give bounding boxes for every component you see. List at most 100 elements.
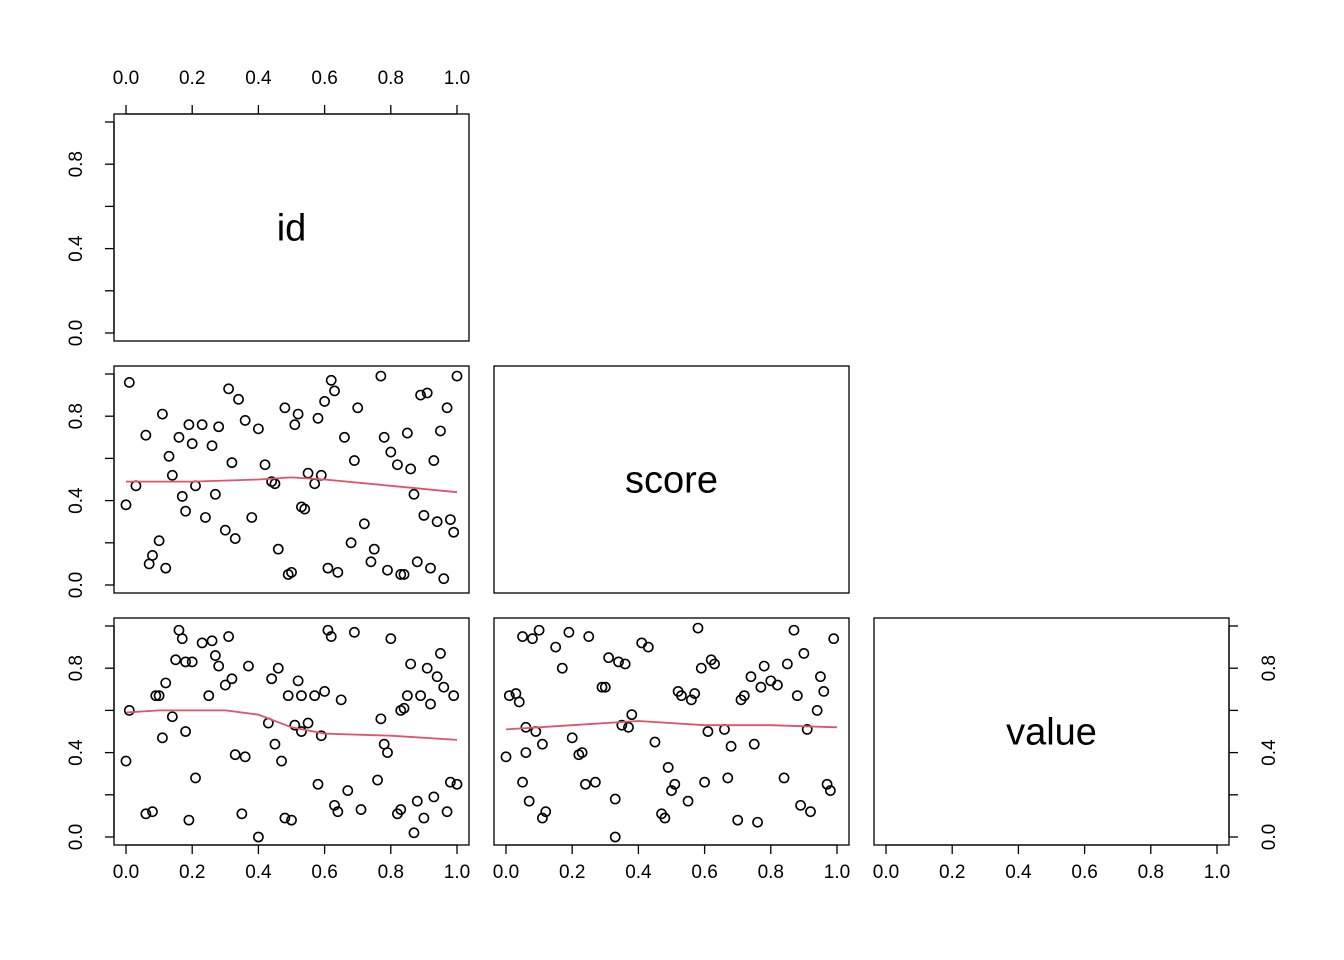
scatter-point-value-score — [752, 816, 763, 828]
scatter-point-score-id — [176, 490, 188, 502]
scatter-point-value-score — [649, 736, 661, 748]
scatter-point-score-id — [289, 419, 301, 431]
scatter-point-score-id — [173, 431, 185, 443]
bottom-axis-tick-label: 0.4 — [1005, 862, 1032, 883]
scatter-point-value-score — [765, 675, 777, 687]
scatter-point-value-id — [415, 690, 426, 702]
diagonal-label-id: id — [277, 208, 307, 250]
scatter-point-score-id — [130, 480, 142, 492]
scatter-point-value-score — [699, 776, 710, 788]
smooth-line-value-score — [505, 720, 838, 731]
scatter-point-score-id — [153, 535, 165, 547]
scatter-point-value-id — [418, 812, 430, 824]
scatter-point-value-id — [180, 656, 191, 668]
scatter-point-value-score — [636, 637, 648, 649]
scatter-point-value-id — [219, 679, 231, 691]
scatter-point-score-id — [200, 512, 211, 523]
bottom-axis-tick-label: 1.0 — [824, 862, 850, 883]
scatter-point-value-score — [818, 686, 830, 697]
scatter-point-score-id — [365, 556, 377, 568]
bottom-axis-tick-label: 0.2 — [179, 862, 205, 883]
right-axis-tick-label: 0.8 — [1259, 655, 1280, 681]
scatter-point-value-score — [824, 785, 836, 796]
scatter-point-value-score — [642, 641, 654, 653]
bottom-axis-tick-label: 1.0 — [444, 862, 470, 883]
scatter-point-value-id — [176, 633, 188, 645]
scatter-point-value-id — [252, 831, 264, 843]
scatter-point-value-id — [279, 812, 291, 824]
scatter-point-value-score — [603, 652, 615, 664]
scatter-point-score-id — [378, 431, 390, 443]
scatter-point-value-score — [527, 633, 538, 645]
scatter-point-value-score — [778, 772, 790, 784]
scatter-point-value-score — [682, 795, 694, 807]
scatter-point-score-id — [428, 455, 440, 466]
scatter-point-value-score — [692, 622, 704, 634]
scatter-point-value-id — [448, 690, 460, 702]
scatter-point-score-id — [190, 480, 201, 492]
scatter-point-score-id — [392, 459, 403, 471]
bottom-axis-tick-label: 0.8 — [378, 862, 404, 883]
scatter-point-value-score — [537, 812, 548, 824]
scatter-point-score-id — [239, 415, 251, 426]
smooth-line-score-id — [126, 476, 458, 494]
scatter-point-value-id — [196, 637, 208, 649]
scatter-point-value-score — [616, 719, 628, 731]
scatter-point-score-id — [186, 438, 198, 450]
left-axis-tick-label: 0.0 — [66, 320, 87, 346]
scatter-point-value-id — [140, 808, 152, 820]
scatter-point-score-id — [345, 537, 357, 549]
scatter-point-score-id — [272, 543, 284, 555]
scatter-point-value-score — [689, 688, 701, 699]
scatter-point-value-score — [669, 778, 681, 790]
top-axis-tick-label: 0.2 — [179, 68, 205, 89]
scatter-point-value-score — [738, 690, 750, 702]
bottom-axis-tick-label: 0.8 — [1138, 862, 1164, 883]
scatter-point-score-id — [348, 455, 360, 466]
scatter-point-value-score — [745, 671, 757, 683]
scatter-point-value-id — [153, 690, 165, 702]
left-axis-tick-label: 0.8 — [66, 403, 87, 429]
left-axis-tick-label: 0.4 — [66, 487, 87, 514]
scatter-point-value-id — [342, 785, 354, 796]
scatter-point-value-score — [619, 658, 631, 670]
scatter-point-value-id — [296, 726, 307, 737]
scatter-point-value-score — [589, 776, 601, 788]
scatter-point-score-id — [415, 389, 426, 401]
scatter-point-score-id — [123, 377, 135, 388]
bottom-axis-tick-label: 0.4 — [245, 862, 272, 883]
scatter-point-score-id — [418, 509, 430, 521]
scatter-point-value-id — [405, 658, 417, 670]
scatter-point-value-score — [626, 709, 638, 721]
scatter-point-value-id — [332, 806, 344, 818]
scatter-point-score-id — [140, 429, 152, 441]
scatter-point-value-id — [319, 686, 330, 697]
scatter-point-value-id — [266, 673, 278, 685]
scatter-point-score-id — [385, 446, 397, 458]
scatter-point-value-id — [272, 662, 284, 674]
scatter-point-value-score — [576, 747, 588, 758]
scatter-point-value-id — [325, 631, 337, 642]
scatter-point-value-id — [309, 690, 321, 702]
bottom-axis-tick-label: 0.4 — [625, 862, 652, 883]
scatter-point-value-score — [725, 740, 737, 752]
top-axis-tick-label: 1.0 — [444, 68, 470, 89]
scatter-point-value-id — [236, 808, 248, 820]
scatter-point-value-id — [157, 732, 168, 744]
scatter-point-value-id — [302, 717, 314, 729]
scatter-point-value-score — [613, 656, 624, 668]
scatter-point-value-score — [811, 705, 823, 716]
scatter-point-value-score — [798, 648, 810, 659]
scatter-point-value-score — [805, 806, 816, 818]
scatter-point-value-id — [150, 690, 162, 702]
scatter-point-value-id — [382, 747, 393, 758]
scatter-point-value-score — [695, 662, 707, 674]
scatter-point-value-id — [206, 635, 218, 647]
scatter-point-value-id — [441, 806, 453, 818]
scatter-point-value-score — [722, 772, 734, 784]
scatter-point-score-id — [438, 573, 450, 585]
scatter-point-value-score — [732, 814, 744, 826]
scatter-point-value-id — [296, 690, 307, 702]
scatter-point-value-id — [431, 671, 443, 683]
scatter-point-value-id — [186, 656, 198, 668]
